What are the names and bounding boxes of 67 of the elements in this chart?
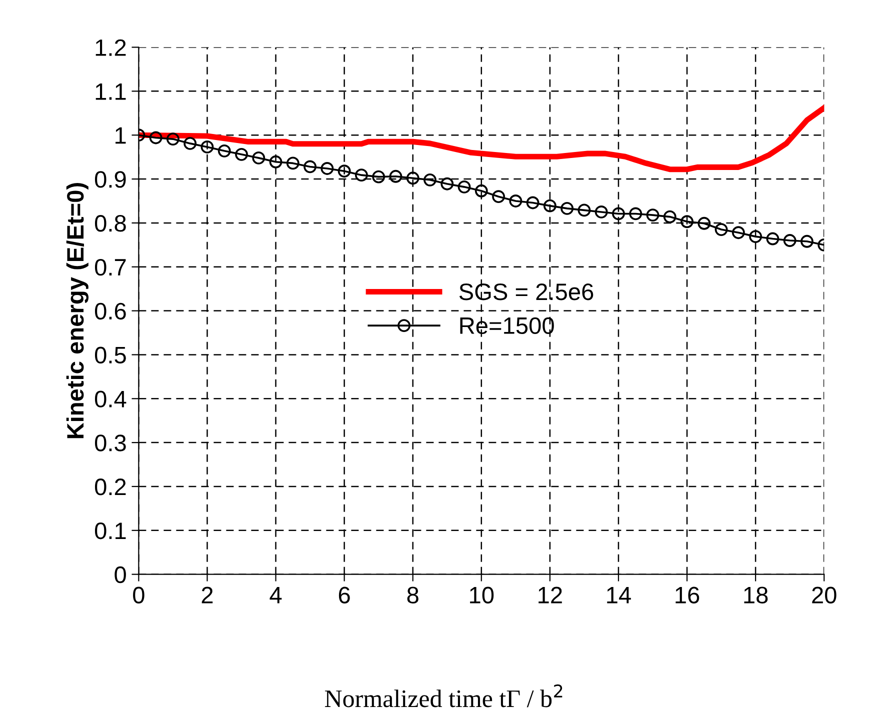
point (560, 202, 574, 215)
x-tick-label: 8 (407, 586, 418, 604)
point (184, 136, 197, 150)
point (218, 144, 231, 158)
point (320, 162, 334, 175)
point (612, 207, 625, 220)
point (766, 232, 780, 246)
y-tick-label: 0.6 (94, 302, 126, 320)
x-tick-label: 6 (338, 586, 350, 604)
point (663, 210, 676, 224)
y-tick-label: 0.8 (94, 215, 126, 232)
x-tick-label: 16 (676, 586, 700, 604)
point (372, 170, 386, 184)
point (474, 184, 488, 198)
x-tick-label: 10 (470, 586, 494, 604)
point (235, 148, 248, 161)
point (269, 155, 282, 168)
point (286, 156, 300, 170)
y-tick-label: 0.2 (94, 478, 126, 496)
point (629, 207, 642, 220)
y-tick-label: 1 (116, 127, 126, 144)
x-tick-label: 18 (744, 586, 768, 604)
y-tick-label: 0 (114, 566, 126, 584)
point (338, 164, 351, 178)
x-tick-label: 4 (270, 587, 282, 604)
point (714, 223, 728, 236)
legend-label: Re=1500 (460, 317, 554, 334)
point (304, 160, 316, 174)
x-tick-label: 12 (538, 586, 562, 604)
y-tick-label: 0.7 (94, 258, 126, 276)
legend-label: SGS = 2.5e6 (459, 284, 594, 300)
point (149, 131, 162, 144)
x-tick-label: 20 (812, 586, 836, 604)
point (458, 180, 471, 194)
point (492, 190, 505, 204)
point (732, 226, 745, 240)
y-tick-label: 0.5 (94, 346, 126, 364)
point (509, 194, 522, 208)
point (389, 170, 402, 183)
point (526, 196, 540, 210)
point (800, 234, 814, 248)
x-tick-label: 0 (133, 586, 144, 604)
point (749, 230, 762, 244)
x-tick-label: 14 (607, 587, 631, 604)
x-axis-title: Normalized time tΓ / b$^{2}$ (324, 684, 562, 708)
y-axis-title: Kinetic energy (E/Et=0) (66, 183, 89, 438)
point (252, 151, 266, 164)
y-tick-label: 0.4 (94, 390, 126, 408)
point (440, 177, 454, 190)
point (406, 172, 420, 185)
point (200, 140, 214, 154)
point (543, 199, 556, 212)
point (698, 216, 711, 230)
point (783, 234, 796, 247)
y-tick-label: 0.3 (94, 434, 126, 452)
point (594, 206, 608, 218)
point (578, 204, 591, 217)
point (354, 168, 368, 182)
y-tick-label: 0.1 (94, 522, 126, 540)
point (646, 208, 660, 222)
y-tick-label: 1.2 (96, 39, 126, 56)
y-tick-label: 0.9 (94, 171, 126, 188)
x-tick-label: 2 (202, 586, 213, 604)
point (680, 215, 694, 228)
point (424, 173, 436, 186)
point (166, 132, 180, 146)
y-tick-label: 1.1 (96, 83, 126, 100)
